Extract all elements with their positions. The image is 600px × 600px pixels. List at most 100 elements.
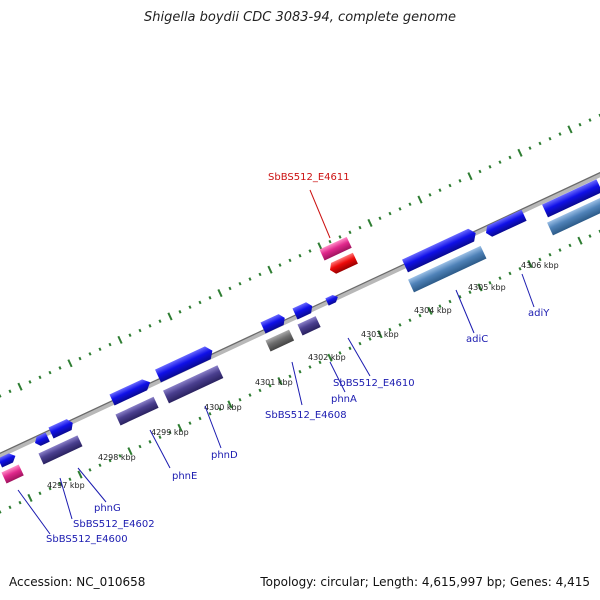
minor-tick xyxy=(78,356,82,361)
major-tick xyxy=(117,335,123,344)
major-tick xyxy=(477,283,483,292)
minor-tick xyxy=(28,380,32,384)
minor-tick xyxy=(398,207,402,211)
minor-tick xyxy=(548,136,552,141)
gene-arrow[interactable] xyxy=(155,344,215,383)
accession-text: Accession: NC_010658 xyxy=(9,575,146,589)
minor-tick xyxy=(558,248,562,252)
gene-arrow[interactable] xyxy=(319,236,352,261)
gene-arrow[interactable] xyxy=(115,396,159,426)
minor-tick xyxy=(458,295,462,299)
gene-arrow[interactable] xyxy=(163,365,224,404)
minor-tick xyxy=(8,389,12,394)
gene-arrow[interactable] xyxy=(1,464,24,484)
minor-tick xyxy=(98,463,102,468)
gene-arrow[interactable] xyxy=(260,312,287,334)
gene-label[interactable]: phnD xyxy=(211,450,238,461)
major-tick xyxy=(127,447,133,456)
kbp-label: 4300 kbp xyxy=(204,403,242,412)
major-tick xyxy=(377,330,383,339)
minor-tick xyxy=(98,347,102,352)
minor-tick xyxy=(418,313,422,318)
minor-tick xyxy=(308,249,312,253)
gene-label[interactable]: phnE xyxy=(172,471,197,482)
major-tick xyxy=(67,359,73,368)
gene-label[interactable]: SbBS512_E4610 xyxy=(333,378,415,389)
gene-arrow[interactable] xyxy=(325,293,339,306)
gene-label[interactable]: SbBS512_E4611 xyxy=(268,172,350,183)
gene-label[interactable]: phnG xyxy=(94,503,121,514)
gene-label[interactable]: adiC xyxy=(466,334,488,345)
kbp-label: 4299 kbp xyxy=(151,428,189,437)
gene-arrow[interactable] xyxy=(38,435,83,465)
minor-tick xyxy=(68,477,72,482)
major-tick xyxy=(527,260,533,269)
gene-arrow[interactable] xyxy=(265,329,295,352)
gene-label[interactable]: SbBS512_E4608 xyxy=(265,410,347,421)
gene-arrow[interactable] xyxy=(542,179,600,218)
minor-tick xyxy=(488,281,492,285)
minor-tick xyxy=(188,421,192,425)
minor-tick xyxy=(298,253,302,258)
minor-tick xyxy=(428,193,432,197)
minor-tick xyxy=(108,458,112,463)
gene-track xyxy=(0,179,600,484)
minor-tick xyxy=(348,230,352,235)
minor-tick xyxy=(8,505,12,510)
gene-arrow[interactable] xyxy=(292,301,314,320)
gene-arrow[interactable] xyxy=(402,227,479,273)
minor-tick xyxy=(288,374,292,379)
gene-arrow[interactable] xyxy=(109,377,152,406)
kbp-label: 4298 kbp xyxy=(98,453,136,462)
major-tick xyxy=(317,242,323,251)
minor-tick xyxy=(298,369,302,374)
gene-arrow[interactable] xyxy=(547,197,600,236)
minor-tick xyxy=(348,346,352,351)
gene-label[interactable]: SbBS512_E4602 xyxy=(73,519,155,530)
minor-tick xyxy=(268,383,272,388)
major-tick xyxy=(467,172,473,181)
minor-tick xyxy=(208,295,212,300)
major-tick xyxy=(177,423,183,432)
minor-tick xyxy=(88,468,92,472)
kbp-label: 4297 kbp xyxy=(47,481,85,490)
minor-tick xyxy=(18,500,22,505)
minor-tick xyxy=(158,435,162,439)
minor-tick xyxy=(48,486,52,491)
minor-tick xyxy=(378,216,382,221)
minor-tick xyxy=(228,286,232,291)
minor-tick xyxy=(48,370,52,375)
kbp-label: 4303 kbp xyxy=(361,330,399,339)
minor-tick xyxy=(478,169,482,174)
gene-label[interactable]: SbBS512_E4600 xyxy=(46,534,128,545)
major-tick xyxy=(517,148,523,157)
major-tick xyxy=(327,353,333,362)
major-tick xyxy=(367,218,373,227)
minor-tick xyxy=(198,300,202,305)
minor-tick xyxy=(168,430,172,435)
minor-tick xyxy=(568,243,572,248)
minor-tick xyxy=(508,271,512,276)
minor-tick xyxy=(288,258,292,263)
minor-tick xyxy=(138,328,142,333)
gene-label[interactable]: adiY xyxy=(528,308,550,319)
gene-labels: SbBS512_E4611 adiY adiC SbBS512_E4610 ph… xyxy=(46,172,550,545)
label-leaders xyxy=(17,189,535,535)
minor-tick xyxy=(588,234,592,238)
minor-tick xyxy=(548,252,552,257)
gene-arrow[interactable] xyxy=(297,316,321,336)
gene-arrow[interactable] xyxy=(483,209,527,239)
gene-arrow[interactable] xyxy=(327,252,358,276)
gene-label[interactable]: phnA xyxy=(331,394,357,405)
major-tick xyxy=(27,493,33,503)
gene-arrow[interactable] xyxy=(48,417,75,439)
gene-arrow[interactable] xyxy=(408,245,487,293)
minor-tick xyxy=(88,352,92,356)
minor-tick xyxy=(578,122,582,127)
major-tick xyxy=(417,195,423,204)
gene-arrow[interactable] xyxy=(33,432,50,448)
minor-tick xyxy=(388,211,392,216)
minor-tick xyxy=(488,165,492,169)
gene-arrow[interactable] xyxy=(0,451,18,468)
